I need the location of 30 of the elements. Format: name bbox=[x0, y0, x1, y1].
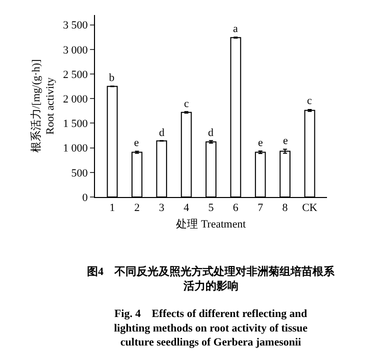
caption: 图4 不同反光及照光方式处理对非洲菊组培苗根系活力的影响 bbox=[87, 265, 336, 292]
y-tick-label: 0 bbox=[82, 192, 88, 204]
y-tick-label: 2 500 bbox=[63, 68, 88, 81]
annotation: e bbox=[134, 137, 139, 149]
annotation: a bbox=[233, 23, 238, 35]
x-tick-label: 1 bbox=[110, 202, 116, 214]
annotation: d bbox=[159, 127, 165, 139]
y-tick-label: 3 000 bbox=[63, 44, 88, 56]
x-tick-label: 4 bbox=[184, 202, 190, 214]
annotation: e bbox=[283, 135, 288, 147]
x-axis-title: 处理 Treatment bbox=[176, 217, 246, 230]
x-tick-label: 8 bbox=[282, 202, 288, 214]
x-tick-label: 6 bbox=[232, 202, 239, 214]
annotation: b bbox=[109, 72, 115, 84]
annotation: e bbox=[258, 137, 263, 149]
y-tick-label: 1 000 bbox=[63, 142, 88, 155]
caption: Fig. 4 Effects of different reflecting and lighting methods on root activity of tissue culture seedlings of Gerbera jamesonii bbox=[114, 308, 308, 349]
annotation: c bbox=[307, 95, 312, 107]
x-tick-label: 3 bbox=[158, 202, 165, 214]
y-axis-title: 根系活力/[mg/(g·h)] Root activity bbox=[29, 59, 57, 153]
y-tick-label: 3 500 bbox=[63, 20, 88, 32]
annotation: d bbox=[208, 127, 214, 139]
y-tick-label: 500 bbox=[71, 167, 88, 180]
x-tick-label: 2 bbox=[134, 202, 140, 214]
annotation: c bbox=[184, 98, 189, 110]
x-tick-label: 7 bbox=[258, 202, 264, 214]
x-tick-label: 5 bbox=[208, 202, 214, 214]
y-tick-label: 1 500 bbox=[63, 118, 88, 130]
x-tick-label: CK bbox=[302, 202, 318, 214]
y-tick-label: 2 000 bbox=[63, 93, 88, 106]
